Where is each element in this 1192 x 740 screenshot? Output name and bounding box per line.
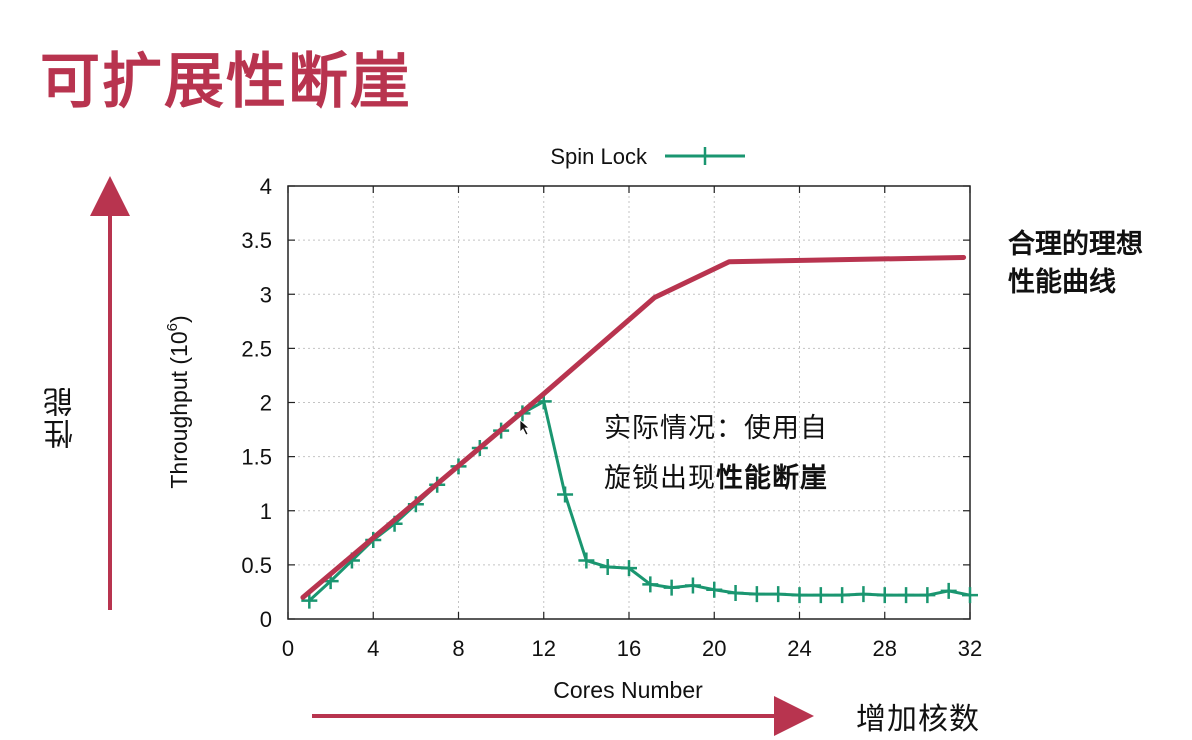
y-tick-label: 1.5 [241,445,272,470]
x-tick-label: 0 [282,636,294,661]
spin-lock-point [962,587,978,604]
spin-lock-point [642,576,659,593]
spin-lock-point [578,552,595,569]
spin-lock-point [621,560,637,577]
y-tick-label: 2.5 [241,336,272,361]
y-axis-label-main: Throughput (10 [166,331,192,488]
spin-lock-point [834,587,851,604]
spin-lock-point [301,592,318,609]
ideal-note-line2: 性能曲线 [1008,267,1116,298]
spin-lock-point [557,486,574,503]
ideal-curve-note: 合理的理想 性能曲线 [1008,226,1188,302]
y-tick-label: 2 [260,391,272,416]
spin-lock-point [919,587,936,604]
x-tick-label: 8 [452,636,464,661]
plot-area: 0 4 8 12 16 20 24 28 32 0 0.5 1 1.5 2 2.5 3 3.5 4 [241,174,982,661]
actual-situation-note: 实际情况：使用自 旋锁出现性能断崖 [604,404,904,504]
y-tick-label: 4 [260,174,272,199]
actual-note-bold: 性能断崖 [716,463,828,494]
spin-lock-point [940,582,957,599]
spin-lock-point [663,579,680,596]
y-tick-label: 3.5 [241,228,272,253]
y-tick-label: 0.5 [241,553,272,578]
x-tick-label: 20 [702,636,726,661]
y-axis-label: Throughput (106) [164,315,192,488]
spin-lock-point [599,559,616,576]
x-tick-label: 28 [873,636,897,661]
y-tick-label: 0 [260,607,272,632]
spin-lock-point [876,587,893,604]
y-axis-label-tail: ) [166,315,192,323]
spin-lock-point [855,586,872,603]
y-tick-label: 1 [260,499,272,524]
legend-label: Spin Lock [550,144,648,169]
actual-note-normal: 旋锁出现 [604,463,716,494]
spin-lock-point [791,587,808,604]
spin-lock-point [812,587,829,604]
x-tick-label: 4 [367,636,379,661]
spin-lock-point [898,587,915,604]
slide-title: 可扩展性断崖 [40,47,412,117]
legend-line-sample [665,147,745,165]
x-tick-label: 24 [787,636,811,661]
spin-lock-point [706,581,723,598]
spin-lock-point [770,586,787,603]
actual-note-line2: 旋锁出现性能断崖 [604,454,904,504]
performance-arrow-label: 性能 [44,385,79,449]
x-axis-label: Cores Number [553,677,703,703]
spin-lock-point [684,577,701,594]
spin-lock-point [748,586,765,603]
x-tick-label: 32 [958,636,982,661]
actual-note-line1: 实际情况：使用自 [604,413,828,444]
spin-lock-point [727,585,744,602]
y-tick-label: 3 [260,282,272,307]
ideal-curve-line [300,254,967,600]
cores-arrow-label: 增加核数 [856,702,980,737]
y-axis-label-exponent: 6 [164,323,181,331]
mouse-cursor-icon [519,419,531,436]
x-tick-label: 16 [617,636,641,661]
x-tick-label: 12 [532,636,556,661]
ideal-note-line1: 合理的理想 [1008,229,1143,260]
